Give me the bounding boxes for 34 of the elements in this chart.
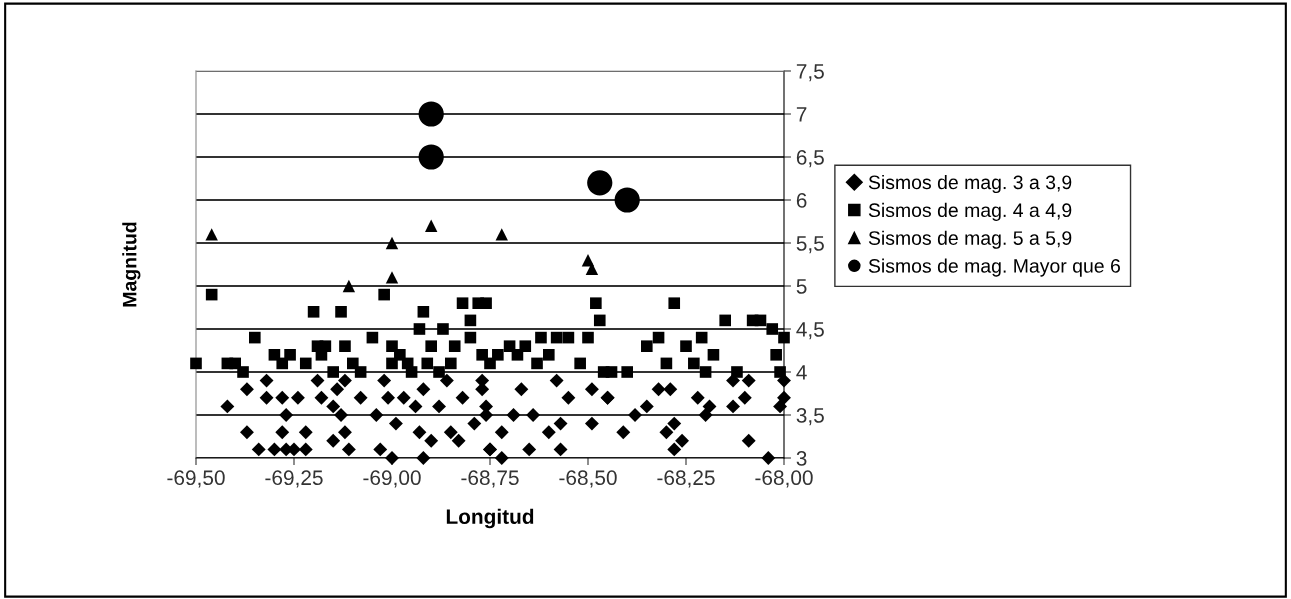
- y-tick-label: 5: [796, 279, 807, 294]
- point: [205, 228, 218, 241]
- legend-label: Sismos de mag. 4 a 4,9: [868, 202, 1072, 221]
- point: [614, 187, 640, 213]
- x-tick-label: -68,50: [559, 470, 617, 488]
- x-tick-label: -69,50: [167, 470, 225, 488]
- legend-label: Sismos de mag. Mayor que 6: [868, 258, 1120, 277]
- point: [342, 279, 356, 293]
- y-tick-label: 6,5: [796, 150, 824, 168]
- y-axis-title: Magnitud: [122, 222, 141, 307]
- x-tick-label: -69,00: [363, 470, 421, 488]
- y-tick-label: 7: [796, 107, 807, 122]
- y-tick-label: 3,5: [796, 408, 824, 426]
- y-tick-label: 3: [796, 451, 807, 466]
- y-tick-label: 4: [796, 365, 807, 380]
- point: [587, 170, 613, 196]
- x-tick-label: -68,75: [461, 470, 519, 488]
- y-tick-label: 4,5: [796, 322, 824, 340]
- y-tick-label: 5,5: [796, 236, 824, 254]
- point: [418, 144, 444, 170]
- point: [385, 236, 399, 250]
- point: [418, 101, 444, 127]
- x-tick-label: -68,25: [657, 470, 715, 488]
- legend-label: Sismos de mag. 3 a 3,9: [868, 174, 1072, 194]
- point: [424, 219, 438, 233]
- x-tick-label: -69,25: [265, 470, 323, 488]
- x-tick-label: -68,00: [755, 470, 813, 488]
- point: [385, 271, 399, 284]
- x-axis-title: Longitud: [446, 508, 534, 529]
- point: [495, 228, 508, 241]
- legend-label: Sismos de mag. 5 a 5,9: [868, 230, 1072, 249]
- y-tick-label: 6: [796, 193, 807, 208]
- point: [585, 262, 599, 276]
- y-tick-label: 7,5: [796, 64, 824, 82]
